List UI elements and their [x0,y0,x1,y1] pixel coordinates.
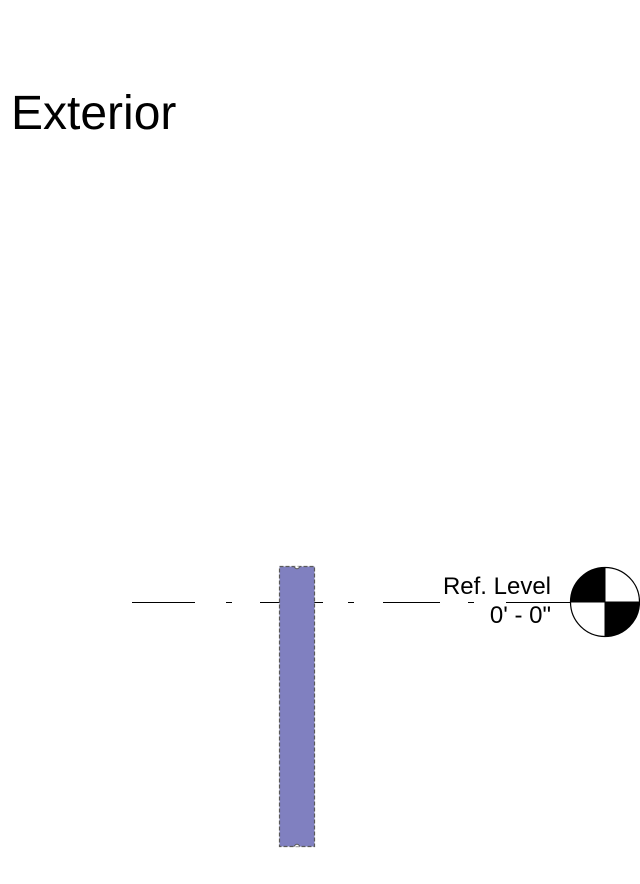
wall-top-notch [293,566,301,570]
level-elevation-label[interactable]: 0' - 0" [489,602,551,629]
wall-bottom-notch [293,843,301,847]
wall-section[interactable] [278,565,316,848]
level-name-label[interactable]: Ref. Level [442,573,551,600]
level-datum-icon[interactable] [569,566,640,638]
view-title: Exterior [11,87,177,140]
wall-fill [278,565,316,848]
